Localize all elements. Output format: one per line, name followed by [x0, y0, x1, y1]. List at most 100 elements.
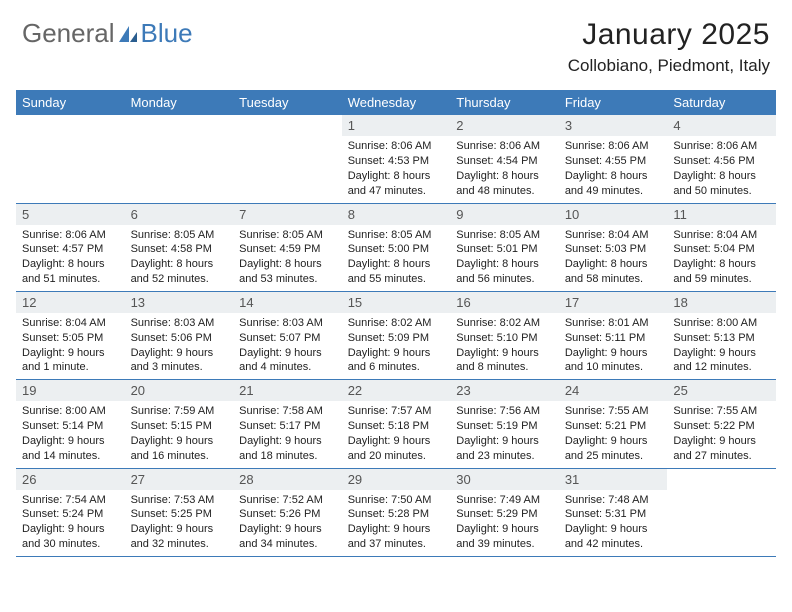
daylight-text: Daylight: 8 hours and 59 minutes.	[673, 257, 770, 287]
day-cell: 30Sunrise: 7:49 AMSunset: 5:29 PMDayligh…	[450, 468, 559, 556]
week-row: 19Sunrise: 8:00 AMSunset: 5:14 PMDayligh…	[16, 380, 776, 468]
day-data: Sunrise: 7:58 AMSunset: 5:17 PMDaylight:…	[233, 401, 342, 467]
day-number: 12	[16, 292, 125, 313]
sunset-text: Sunset: 4:55 PM	[565, 154, 662, 169]
location-subtitle: Collobiano, Piedmont, Italy	[568, 56, 770, 76]
weekday-header: Wednesday	[342, 90, 451, 115]
day-cell: 8Sunrise: 8:05 AMSunset: 5:00 PMDaylight…	[342, 203, 451, 291]
day-data: Sunrise: 8:00 AMSunset: 5:13 PMDaylight:…	[667, 313, 776, 379]
day-data: Sunrise: 8:05 AMSunset: 5:00 PMDaylight:…	[342, 225, 451, 291]
day-data: Sunrise: 8:01 AMSunset: 5:11 PMDaylight:…	[559, 313, 668, 379]
day-data: Sunrise: 8:05 AMSunset: 4:59 PMDaylight:…	[233, 225, 342, 291]
month-title: January 2025	[568, 18, 770, 52]
sunset-text: Sunset: 5:13 PM	[673, 331, 770, 346]
weekday-header: Tuesday	[233, 90, 342, 115]
sunset-text: Sunset: 5:01 PM	[456, 242, 553, 257]
day-cell: 15Sunrise: 8:02 AMSunset: 5:09 PMDayligh…	[342, 291, 451, 379]
day-data: Sunrise: 7:56 AMSunset: 5:19 PMDaylight:…	[450, 401, 559, 467]
day-data: Sunrise: 8:04 AMSunset: 5:05 PMDaylight:…	[16, 313, 125, 379]
sunset-text: Sunset: 5:00 PM	[348, 242, 445, 257]
day-cell: 9Sunrise: 8:05 AMSunset: 5:01 PMDaylight…	[450, 203, 559, 291]
sunrise-text: Sunrise: 8:06 AM	[673, 139, 770, 154]
day-number: 11	[667, 204, 776, 225]
sunset-text: Sunset: 4:53 PM	[348, 154, 445, 169]
day-number: 4	[667, 115, 776, 136]
sunset-text: Sunset: 5:03 PM	[565, 242, 662, 257]
sunrise-text: Sunrise: 8:06 AM	[456, 139, 553, 154]
week-row: 1Sunrise: 8:06 AMSunset: 4:53 PMDaylight…	[16, 115, 776, 203]
day-data: Sunrise: 7:54 AMSunset: 5:24 PMDaylight:…	[16, 490, 125, 556]
daylight-text: Daylight: 9 hours and 8 minutes.	[456, 346, 553, 376]
sunset-text: Sunset: 5:24 PM	[22, 507, 119, 522]
day-number: 18	[667, 292, 776, 313]
day-cell: 5Sunrise: 8:06 AMSunset: 4:57 PMDaylight…	[16, 203, 125, 291]
day-number: 9	[450, 204, 559, 225]
sunset-text: Sunset: 5:04 PM	[673, 242, 770, 257]
daylight-text: Daylight: 9 hours and 32 minutes.	[131, 522, 228, 552]
daylight-text: Daylight: 9 hours and 30 minutes.	[22, 522, 119, 552]
day-number: 22	[342, 380, 451, 401]
daylight-text: Daylight: 9 hours and 37 minutes.	[348, 522, 445, 552]
sunrise-text: Sunrise: 8:02 AM	[456, 316, 553, 331]
day-cell	[667, 468, 776, 556]
daylight-text: Daylight: 8 hours and 52 minutes.	[131, 257, 228, 287]
day-number: 6	[125, 204, 234, 225]
day-data: Sunrise: 7:53 AMSunset: 5:25 PMDaylight:…	[125, 490, 234, 556]
day-cell	[16, 115, 125, 203]
daylight-text: Daylight: 8 hours and 49 minutes.	[565, 169, 662, 199]
day-number: 10	[559, 204, 668, 225]
day-cell: 23Sunrise: 7:56 AMSunset: 5:19 PMDayligh…	[450, 380, 559, 468]
day-cell: 22Sunrise: 7:57 AMSunset: 5:18 PMDayligh…	[342, 380, 451, 468]
day-data: Sunrise: 8:06 AMSunset: 4:54 PMDaylight:…	[450, 136, 559, 202]
day-number: 31	[559, 469, 668, 490]
daylight-text: Daylight: 8 hours and 55 minutes.	[348, 257, 445, 287]
day-cell: 26Sunrise: 7:54 AMSunset: 5:24 PMDayligh…	[16, 468, 125, 556]
daylight-text: Daylight: 9 hours and 3 minutes.	[131, 346, 228, 376]
sunrise-text: Sunrise: 8:01 AM	[565, 316, 662, 331]
sunrise-text: Sunrise: 8:05 AM	[131, 228, 228, 243]
sunset-text: Sunset: 5:18 PM	[348, 419, 445, 434]
day-number: 7	[233, 204, 342, 225]
daylight-text: Daylight: 9 hours and 12 minutes.	[673, 346, 770, 376]
sunset-text: Sunset: 4:56 PM	[673, 154, 770, 169]
daylight-text: Daylight: 8 hours and 47 minutes.	[348, 169, 445, 199]
sunset-text: Sunset: 5:09 PM	[348, 331, 445, 346]
day-number: 19	[16, 380, 125, 401]
week-row: 26Sunrise: 7:54 AMSunset: 5:24 PMDayligh…	[16, 468, 776, 556]
day-number	[16, 115, 125, 121]
logo: General Blue	[22, 18, 193, 49]
day-number: 30	[450, 469, 559, 490]
sunrise-text: Sunrise: 8:04 AM	[22, 316, 119, 331]
day-cell: 18Sunrise: 8:00 AMSunset: 5:13 PMDayligh…	[667, 291, 776, 379]
day-number: 13	[125, 292, 234, 313]
week-row: 12Sunrise: 8:04 AMSunset: 5:05 PMDayligh…	[16, 291, 776, 379]
day-number: 28	[233, 469, 342, 490]
day-data: Sunrise: 8:05 AMSunset: 5:01 PMDaylight:…	[450, 225, 559, 291]
sunrise-text: Sunrise: 8:03 AM	[131, 316, 228, 331]
day-data: Sunrise: 8:02 AMSunset: 5:10 PMDaylight:…	[450, 313, 559, 379]
weekday-header: Sunday	[16, 90, 125, 115]
sunrise-text: Sunrise: 8:06 AM	[22, 228, 119, 243]
sunset-text: Sunset: 5:19 PM	[456, 419, 553, 434]
day-number: 21	[233, 380, 342, 401]
day-number	[233, 115, 342, 121]
weekday-header: Saturday	[667, 90, 776, 115]
day-data: Sunrise: 8:00 AMSunset: 5:14 PMDaylight:…	[16, 401, 125, 467]
day-number: 24	[559, 380, 668, 401]
day-cell: 10Sunrise: 8:04 AMSunset: 5:03 PMDayligh…	[559, 203, 668, 291]
sunset-text: Sunset: 5:05 PM	[22, 331, 119, 346]
daylight-text: Daylight: 9 hours and 39 minutes.	[456, 522, 553, 552]
day-data: Sunrise: 8:04 AMSunset: 5:03 PMDaylight:…	[559, 225, 668, 291]
daylight-text: Daylight: 9 hours and 6 minutes.	[348, 346, 445, 376]
day-number: 15	[342, 292, 451, 313]
daylight-text: Daylight: 9 hours and 34 minutes.	[239, 522, 336, 552]
sunrise-text: Sunrise: 8:04 AM	[565, 228, 662, 243]
day-number: 20	[125, 380, 234, 401]
daylight-text: Daylight: 9 hours and 25 minutes.	[565, 434, 662, 464]
sunset-text: Sunset: 5:06 PM	[131, 331, 228, 346]
daylight-text: Daylight: 8 hours and 50 minutes.	[673, 169, 770, 199]
weekday-header-row: SundayMondayTuesdayWednesdayThursdayFrid…	[16, 90, 776, 115]
day-data: Sunrise: 7:55 AMSunset: 5:21 PMDaylight:…	[559, 401, 668, 467]
day-data: Sunrise: 8:05 AMSunset: 4:58 PMDaylight:…	[125, 225, 234, 291]
day-number: 16	[450, 292, 559, 313]
